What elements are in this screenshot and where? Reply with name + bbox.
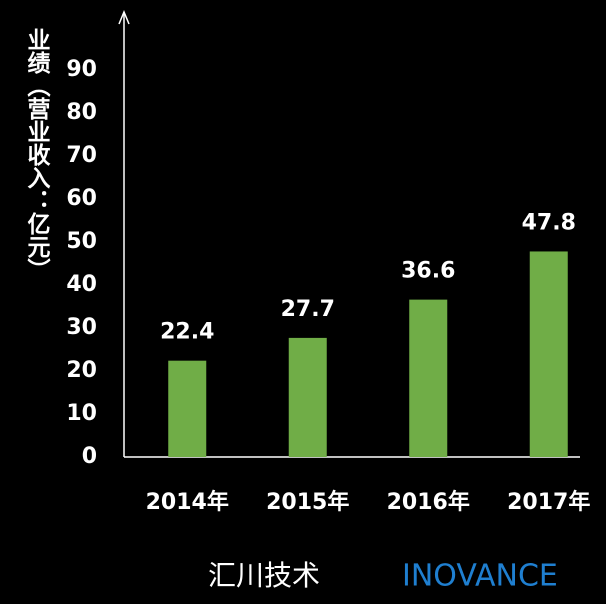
y-tick-label: 50 [66,229,97,254]
y-tick-label: 90 [66,57,97,82]
x-tick-label: 2017年 [507,489,590,515]
y-tick-label: 30 [66,315,97,340]
bar [529,251,568,457]
y-tick-label: 70 [66,143,97,168]
y-tick-label: 10 [66,401,97,426]
y-tick-label: 0 [82,444,97,469]
y-axis-arrow [118,10,130,25]
y-tick-label: 60 [66,186,97,211]
value-label: 47.8 [522,210,576,235]
brand-en: INOVANCE [402,559,558,594]
value-label: 27.7 [281,297,335,322]
y-tick-label: 20 [66,358,97,383]
x-tick-label: 2016年 [387,489,470,515]
y-tick-label: 40 [66,272,97,297]
value-label: 36.6 [401,259,455,284]
brand-cn: 汇川技术 [208,559,320,592]
y-axis-label: 业绩（营业收入：亿元） [23,28,51,281]
bar [409,299,448,457]
bar [168,360,207,457]
value-label: 22.4 [160,320,214,345]
x-tick-label: 2015年 [266,489,349,515]
y-tick-label: 80 [66,100,97,125]
bar [288,337,327,457]
x-tick-label: 2014年 [146,489,229,515]
